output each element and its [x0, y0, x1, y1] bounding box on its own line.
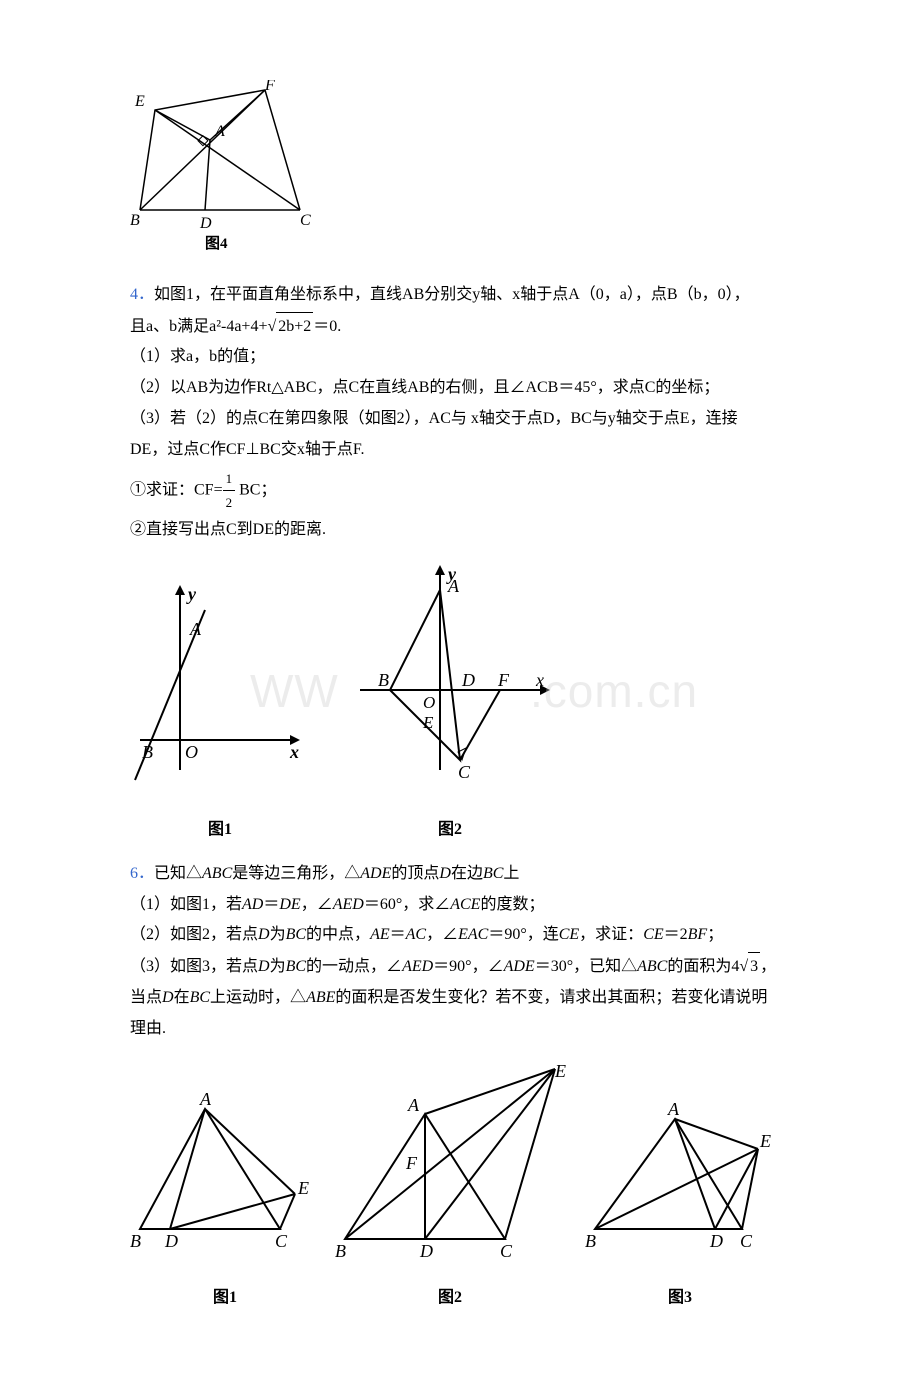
svg-text:A: A [407, 1095, 420, 1115]
problem-4-number: 4． [130, 286, 154, 303]
p4-q2: （2）以AB为边作Rt△ABC，点C在直线AB的右侧，且∠ACB＝45°，求点C… [130, 374, 820, 403]
p6-fig3-container: A E B D C 图3 [580, 1099, 780, 1314]
p4-fig1-label: 图1 [130, 816, 310, 845]
svg-text:E: E [297, 1178, 309, 1198]
point-a-label: A [214, 123, 225, 140]
svg-text:O: O [185, 742, 198, 762]
svg-text:y: y [186, 584, 197, 604]
p4-line2-post: ＝0. [313, 318, 341, 335]
problem-6-number: 6． [130, 865, 154, 882]
figure-4-container: E A F B D C 图4 [130, 80, 820, 271]
svg-text:B: B [130, 1231, 141, 1251]
p6-fig2-svg: A F E B D C [330, 1059, 570, 1269]
p6-fig1-svg: A B D C E [130, 1089, 320, 1269]
p6-fig3-label: 图3 [580, 1284, 780, 1313]
p6-fig2-container: A F E B D C 图2 [330, 1059, 570, 1314]
p4-q1: （1）求a，b的值； [130, 343, 820, 372]
svg-text:B: B [335, 1241, 346, 1261]
p4-fig2-container: A B D F x O E C y 图2 [340, 560, 560, 845]
problem-4-line1: 4．如图1，在平面直角坐标系中，直线AB分别交y轴、x轴于点A（0，a），点B（… [130, 281, 820, 310]
svg-text:y: y [446, 564, 457, 584]
p4-fig1-container: y x A B O 图1 [130, 580, 310, 845]
svg-text:F: F [497, 670, 510, 690]
p6-figures-row: A B D C E 图1 A F E B D C 图2 [130, 1059, 820, 1314]
p4-text-1: 如图1，在平面直角坐标系中，直线AB分别交y轴、x轴于点A（0，a），点B（b，… [154, 286, 750, 303]
svg-text:C: C [740, 1231, 753, 1251]
p6-q3a: （3）如图3，若点D为BC的一动点，∠AED＝90°，∠ADE＝30°，已知△A… [130, 952, 820, 982]
svg-text:A: A [199, 1089, 212, 1109]
svg-text:C: C [458, 762, 471, 782]
svg-text:C: C [500, 1241, 513, 1261]
svg-text:A: A [667, 1099, 680, 1119]
svg-text:x: x [535, 670, 544, 690]
point-c-label: C [300, 212, 311, 229]
p4-figures-row: y x A B O 图1 A B D F x O E C [130, 560, 820, 845]
point-e-label: E [134, 93, 145, 110]
svg-text:E: E [759, 1131, 771, 1151]
svg-text:B: B [585, 1231, 596, 1251]
p6-fig1-label: 图1 [130, 1284, 320, 1313]
p4-fig2-svg: A B D F x O E C y [340, 560, 560, 800]
svg-text:C: C [275, 1231, 288, 1251]
problem-4-line2: 且a、b满足a²-4a+4+√2b+2＝0. [130, 312, 820, 342]
point-b-label: B [130, 212, 140, 229]
frac-bot: 2 [223, 491, 236, 514]
svg-text:A: A [189, 619, 202, 639]
svg-text:x: x [289, 742, 299, 762]
p4-q3c-post: BC； [235, 481, 276, 498]
fig4-label: 图4 [205, 235, 228, 252]
p6-q3b: 当点D在BC上运动时，△ABE的面积是否发生变化？若不变，请求出其面积；若变化请… [130, 984, 820, 1013]
figure-4-svg: E A F B D C 图4 [130, 80, 330, 260]
p4-sqrt: 2b+2 [276, 312, 313, 342]
svg-text:O: O [423, 693, 435, 712]
p4-q3c-pre: ①求证：CF= [130, 481, 223, 498]
p6-fig1-container: A B D C E 图1 [130, 1089, 320, 1314]
p6-fig2-label: 图2 [330, 1284, 570, 1313]
svg-text:D: D [709, 1231, 723, 1251]
p4-q3d: ②直接写出点C到DE的距离. [130, 516, 820, 545]
p6-q3c: 理由. [130, 1015, 820, 1044]
p4-q3a: （3）若（2）的点C在第四象限（如图2），AC与 x轴交于点D，BC与y轴交于点… [130, 405, 820, 434]
svg-text:B: B [142, 742, 153, 762]
p4-line2-pre: 且a、b满足a²-4a+4+ [130, 318, 267, 335]
svg-text:B: B [378, 670, 389, 690]
frac-top: 1 [223, 467, 236, 491]
p4-q3c: ①求证：CF=12 BC； [130, 467, 820, 515]
p6-q1: （1）如图1，若AD＝DE，∠AED＝60°，求∠ACE的度数； [130, 891, 820, 920]
p6-q2: （2）如图2，若点D为BC的中点，AE＝AC，∠EAC＝90°，连CE，求证：C… [130, 921, 820, 950]
p4-fig1-svg: y x A B O [130, 580, 310, 800]
p4-q3b: DE，过点C作CF⊥BC交x轴于点F. [130, 436, 820, 465]
p6-fig3-svg: A E B D C [580, 1099, 780, 1269]
point-d-label: D [199, 215, 212, 232]
problem-6-line1: 6．已知△ABC是等边三角形，△ADE的顶点D在边BC上 [130, 860, 820, 889]
svg-text:F: F [405, 1153, 418, 1173]
svg-text:D: D [419, 1241, 433, 1261]
svg-text:E: E [554, 1061, 566, 1081]
point-f-label: F [264, 80, 275, 94]
svg-text:E: E [422, 713, 434, 732]
p4-fig2-label: 图2 [340, 816, 560, 845]
svg-text:D: D [461, 670, 475, 690]
svg-text:D: D [164, 1231, 178, 1251]
